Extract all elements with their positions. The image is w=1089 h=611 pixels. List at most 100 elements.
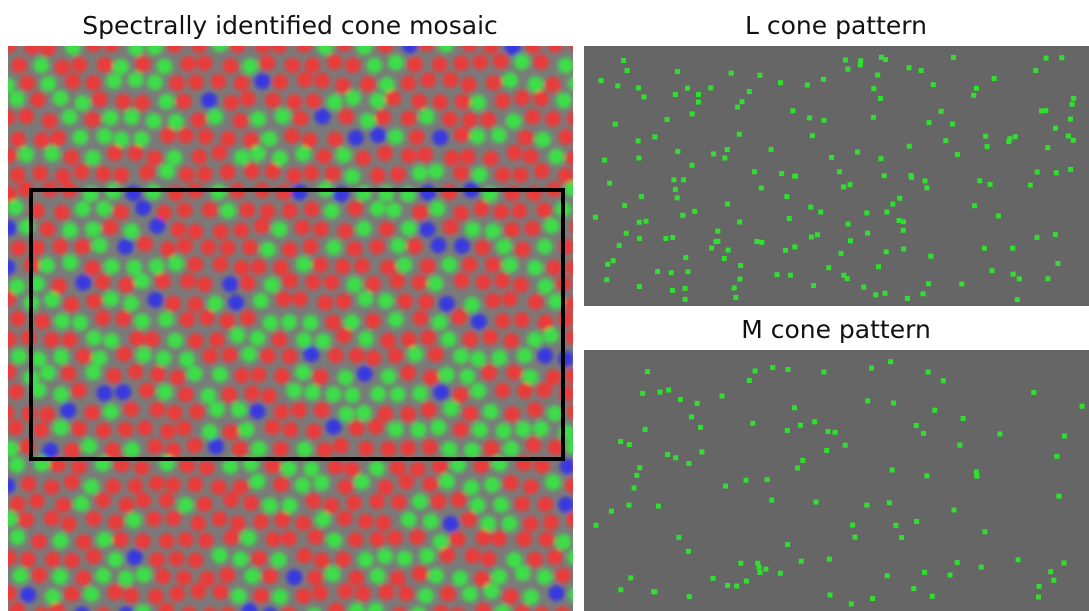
cone [176, 93, 192, 109]
cone [439, 367, 455, 383]
cone-dot [955, 152, 960, 157]
cone [401, 148, 417, 164]
cone [295, 146, 311, 162]
cone [97, 385, 113, 401]
cone-dot [652, 134, 657, 139]
cone [503, 588, 519, 604]
cone [443, 219, 459, 235]
cone [30, 92, 46, 108]
cone-dot [1053, 232, 1058, 237]
cone [428, 346, 444, 362]
cone-dot [911, 586, 916, 591]
cone [250, 146, 266, 162]
cone [423, 514, 439, 530]
cone [75, 201, 91, 217]
cone [376, 515, 392, 531]
cone [515, 421, 531, 437]
cone [303, 238, 319, 254]
cone [21, 476, 37, 492]
cone [220, 164, 236, 180]
cone [483, 151, 499, 167]
cone [149, 402, 165, 418]
cone [1, 37, 17, 53]
cone [272, 332, 288, 348]
cone [386, 202, 402, 218]
cone-dot [992, 76, 997, 81]
cone [370, 167, 386, 183]
cone-dot [821, 370, 826, 375]
cone-dot [617, 243, 622, 248]
cone [412, 494, 428, 510]
cone-dot [923, 178, 928, 183]
cone [155, 273, 171, 289]
cone [333, 438, 349, 454]
cone [107, 145, 123, 161]
cone [502, 291, 518, 307]
cone [369, 460, 385, 476]
cone [251, 367, 267, 383]
cone [463, 479, 479, 495]
cone [10, 240, 26, 256]
cone [365, 313, 381, 329]
cone-dot [786, 367, 791, 372]
cone [460, 149, 476, 165]
cone [401, 512, 417, 528]
cone [513, 167, 529, 183]
cone-dot [807, 115, 812, 120]
cone [418, 294, 434, 310]
cone [10, 529, 26, 545]
cone [370, 568, 386, 584]
cone [313, 257, 329, 273]
cone [327, 54, 343, 70]
cone [400, 440, 416, 456]
cone [528, 76, 544, 92]
cone [410, 461, 426, 477]
cone-dot [932, 408, 937, 413]
cone-dot [897, 218, 902, 223]
cone [168, 185, 184, 201]
cone-dot [788, 273, 793, 278]
cone [166, 510, 182, 526]
cone [10, 167, 26, 183]
cone [9, 278, 25, 294]
cone [197, 166, 213, 182]
cone [537, 569, 553, 585]
cone [223, 530, 239, 546]
cone [275, 108, 291, 124]
cone [9, 457, 25, 473]
cone [95, 166, 111, 182]
cone [411, 93, 427, 109]
cone [169, 551, 185, 567]
cone [274, 368, 290, 384]
cone [475, 240, 491, 256]
cone-dot [951, 508, 956, 513]
cone-dot [637, 465, 642, 470]
cone [187, 437, 203, 453]
cone-dot [1045, 276, 1050, 281]
cone [512, 203, 528, 219]
cone [180, 273, 196, 289]
cone [486, 75, 502, 91]
cone [349, 421, 365, 437]
cone [502, 72, 518, 88]
cone [485, 257, 501, 273]
cone [157, 384, 173, 400]
cone [200, 388, 216, 404]
cone [356, 185, 372, 201]
cone [327, 131, 343, 147]
cone [19, 512, 35, 528]
cone [558, 168, 574, 184]
cone-dot [907, 65, 912, 70]
cone-dot [865, 231, 870, 236]
cone [188, 224, 204, 240]
cone-dot [747, 89, 752, 94]
cone-dot [826, 429, 831, 434]
cone [222, 347, 238, 363]
cone-dot [1036, 595, 1041, 600]
cone-dot [685, 269, 690, 274]
cone [388, 348, 404, 364]
cone [86, 511, 102, 527]
cone [388, 312, 404, 328]
cone [84, 405, 100, 421]
cone [378, 479, 394, 495]
